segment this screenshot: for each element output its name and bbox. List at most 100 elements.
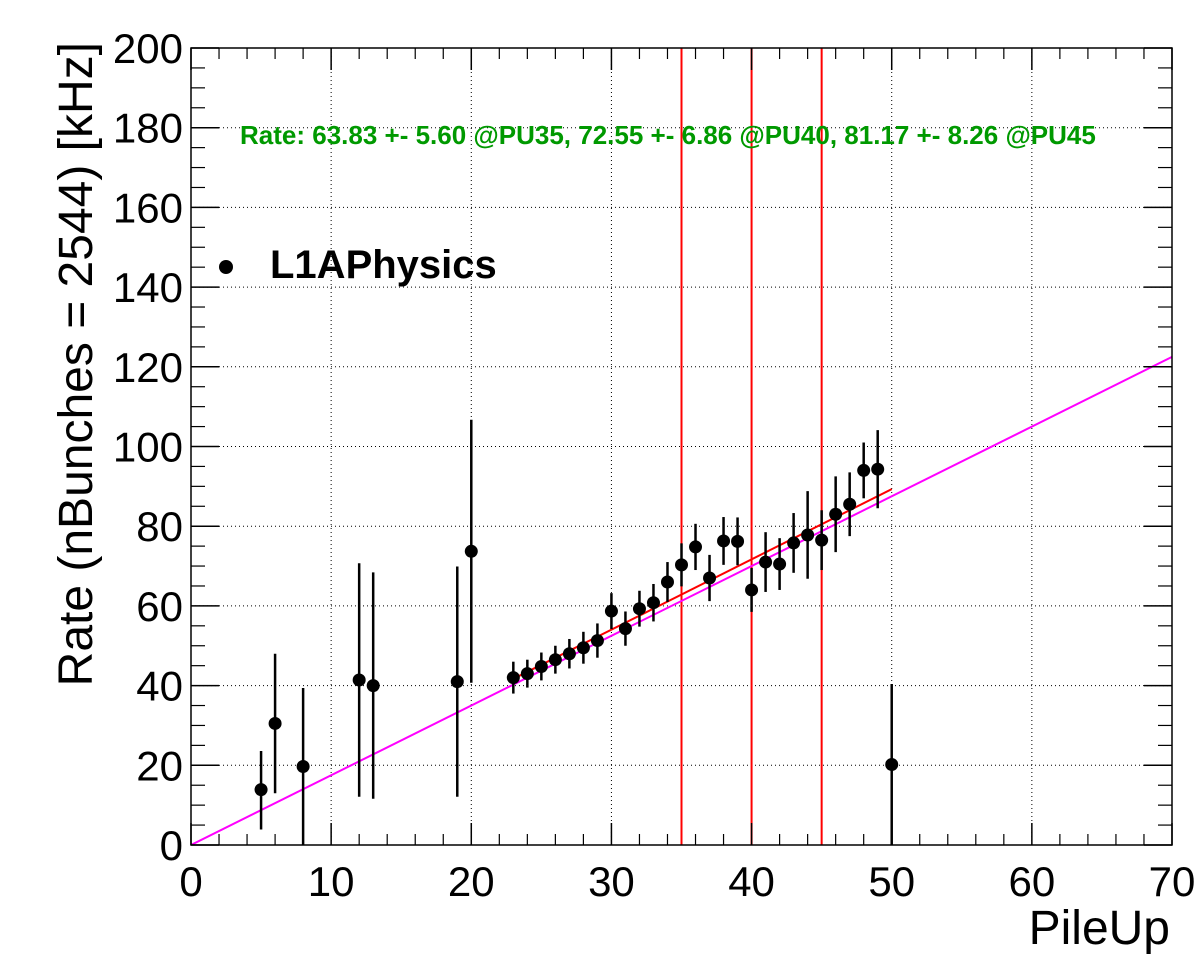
data-point	[660, 562, 674, 602]
data-marker	[745, 583, 759, 597]
data-marker	[366, 679, 380, 693]
y-tick-labels: 0 20 40 60 80 100 120 140 160 180 200	[113, 25, 183, 869]
data-point	[296, 687, 310, 845]
data-point	[604, 593, 618, 630]
data-point	[717, 517, 731, 565]
data-marker	[534, 659, 548, 673]
axis-ticks	[190, 47, 1173, 846]
y-tick-label: 60	[136, 583, 183, 630]
x-axis-title: PileUp	[1029, 902, 1170, 955]
data-point	[759, 532, 773, 592]
data-point	[801, 491, 815, 579]
data-marker	[562, 647, 576, 661]
data-point	[675, 543, 688, 587]
data-marker	[843, 497, 857, 511]
data-point	[562, 638, 576, 669]
legend-label: L1APhysics	[270, 243, 497, 287]
rate-annotation: Rate: 63.83 +- 5.60 @PU35, 72.55 +- 6.86…	[240, 120, 1096, 150]
data-marker	[464, 544, 478, 558]
y-tick-label: 160	[113, 184, 183, 231]
y-tick-label: 20	[136, 742, 183, 789]
y-axis-title: Rate (nBunches = 2544) [kHz]	[50, 42, 103, 686]
fit-line	[191, 355, 1172, 845]
data-point	[646, 583, 660, 622]
legend: L1APhysics	[219, 243, 497, 287]
data-marker	[646, 596, 660, 610]
data-point	[506, 661, 520, 694]
data-point	[829, 476, 843, 553]
data-point	[703, 554, 717, 602]
data-point	[534, 652, 548, 681]
data-marker	[548, 653, 562, 667]
data-point	[885, 684, 899, 845]
data-point	[745, 568, 759, 612]
x-tick-label: 40	[728, 858, 775, 905]
data-marker	[618, 622, 632, 636]
data-point	[871, 430, 885, 509]
data-marker	[717, 534, 731, 548]
y-tick-label: 180	[113, 105, 183, 152]
data-point	[731, 517, 745, 566]
data-point	[815, 510, 829, 571]
data-marker	[590, 634, 604, 648]
data-point	[773, 538, 787, 590]
x-tick-label: 0	[179, 858, 202, 905]
data-point	[689, 523, 703, 571]
pileup-marker-lines	[680, 48, 823, 845]
data-marker	[801, 528, 815, 542]
data-marker	[689, 540, 703, 554]
data-marker	[632, 602, 646, 616]
data-marker	[829, 507, 843, 521]
data-marker	[450, 675, 464, 689]
data-marker	[660, 575, 674, 589]
y-tick-label: 200	[113, 25, 183, 72]
x-tick-label: 60	[1008, 858, 1055, 905]
data-marker	[787, 536, 801, 550]
y-tick-label: 40	[136, 663, 183, 710]
y-tick-label: 140	[113, 264, 183, 311]
data-marker	[773, 557, 787, 571]
legend-marker	[219, 260, 233, 274]
data-point	[857, 442, 871, 499]
data-point	[464, 419, 478, 683]
data-marker	[857, 463, 871, 477]
data-marker	[731, 534, 745, 548]
data-marker	[885, 758, 899, 772]
x-tick-labels: 0 10 20 30 40 50 60 70	[179, 858, 1195, 905]
data-point	[632, 590, 646, 627]
data-marker	[352, 673, 366, 687]
y-tick-label: 120	[113, 344, 183, 391]
data-point	[548, 645, 562, 674]
data-point	[254, 750, 268, 830]
y-tick-label: 80	[136, 503, 183, 550]
data-marker	[576, 641, 590, 655]
data-marker	[296, 759, 310, 773]
x-tick-label: 50	[868, 858, 915, 905]
fit-lines	[191, 355, 1172, 845]
data-point	[520, 659, 534, 688]
data-point	[366, 572, 380, 799]
x-tick-label: 10	[308, 858, 355, 905]
data-point	[450, 566, 464, 797]
data-points	[254, 419, 899, 845]
x-tick-label: 70	[1149, 858, 1196, 905]
x-tick-label: 30	[588, 858, 635, 905]
y-tick-label: 0	[160, 822, 183, 869]
fit-line	[512, 488, 893, 680]
data-point	[268, 653, 282, 794]
data-marker	[871, 462, 885, 476]
data-marker	[254, 783, 268, 797]
data-point	[787, 513, 801, 573]
data-marker	[604, 604, 618, 618]
data-marker	[703, 571, 717, 585]
data-point	[576, 631, 590, 664]
data-marker	[506, 671, 520, 685]
data-point	[843, 472, 857, 537]
data-marker	[675, 558, 688, 572]
x-tick-label: 20	[448, 858, 495, 905]
y-tick-label: 100	[113, 424, 183, 471]
data-marker	[759, 555, 773, 569]
data-point	[590, 623, 604, 658]
data-point	[352, 563, 366, 797]
